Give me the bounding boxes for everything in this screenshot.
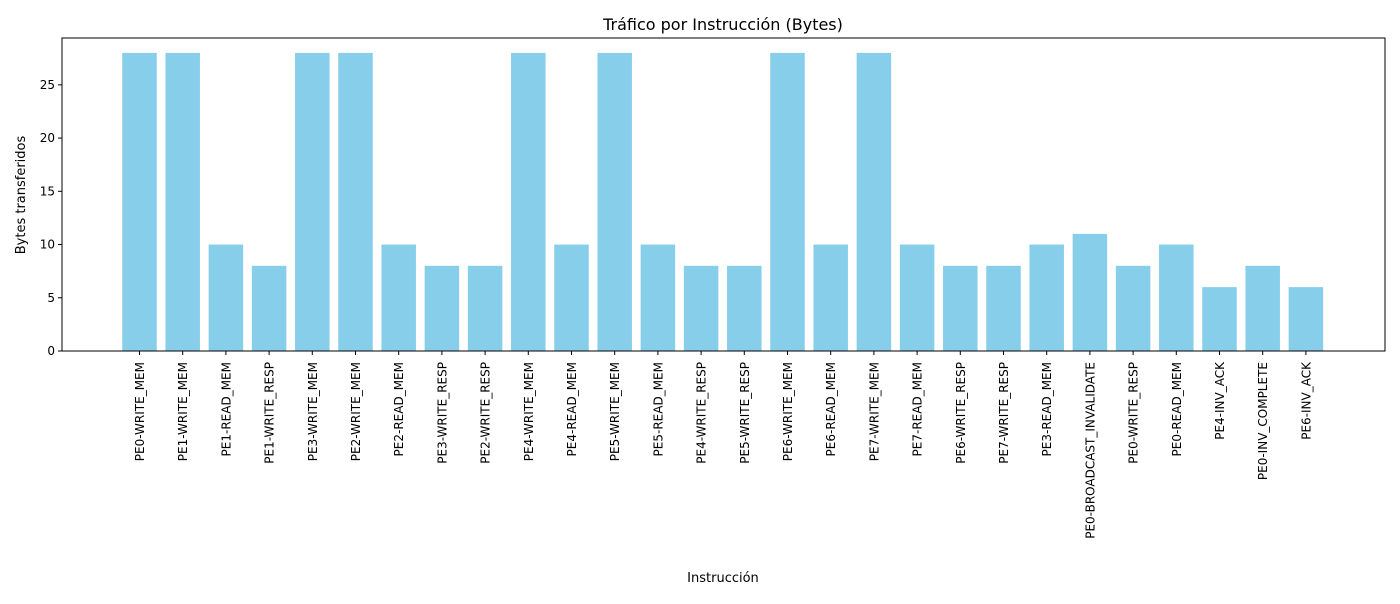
plot-frame bbox=[61, 37, 1386, 352]
x-tick-label: PE1-WRITE_MEM bbox=[176, 362, 190, 461]
x-axis-label: Instrucción bbox=[687, 571, 759, 586]
y-tick-label: 15 bbox=[40, 184, 55, 198]
bar bbox=[251, 265, 287, 351]
y-axis-label: Bytes transferidos bbox=[14, 136, 29, 255]
bar bbox=[813, 244, 848, 351]
bars-layer bbox=[122, 52, 1324, 352]
chart-title: Tráfico por Instrucción (Bytes) bbox=[602, 15, 843, 34]
x-tick-label: PE3-WRITE_MEM bbox=[306, 362, 320, 461]
x-tick-label: PE0-READ_MEM bbox=[1170, 362, 1184, 456]
y-tick-label: 20 bbox=[40, 131, 55, 145]
bar bbox=[1159, 244, 1194, 351]
x-tick-label: PE4-READ_MEM bbox=[565, 362, 579, 456]
x-tick-label: PE5-WRITE_RESP bbox=[738, 362, 752, 464]
x-tick-label: PE6-WRITE_RESP bbox=[954, 362, 968, 464]
x-tick-label: PE0-BROADCAST_INVALIDATE bbox=[1083, 362, 1097, 539]
y-tick-label: 0 bbox=[47, 344, 55, 358]
bar bbox=[1115, 265, 1151, 351]
x-tick-label: PE6-WRITE_MEM bbox=[781, 362, 795, 461]
bar bbox=[943, 265, 978, 351]
bar bbox=[338, 52, 373, 352]
bar bbox=[554, 244, 589, 351]
x-tick-label: PE1-WRITE_RESP bbox=[263, 362, 277, 464]
bar bbox=[640, 244, 676, 351]
bar bbox=[770, 52, 805, 352]
x-tick-label: PE7-READ_MEM bbox=[911, 362, 925, 456]
bar bbox=[467, 265, 503, 351]
bar bbox=[727, 265, 762, 351]
bar bbox=[683, 265, 719, 351]
x-tick-label: PE4-WRITE_MEM bbox=[522, 362, 536, 461]
x-tick-label: PE0-WRITE_RESP bbox=[1127, 362, 1141, 464]
y-tick-label: 25 bbox=[40, 78, 55, 92]
y-tick-label: 10 bbox=[40, 238, 55, 252]
x-tick-label: PE3-READ_MEM bbox=[1040, 362, 1054, 456]
x-tick-label: PE1-READ_MEM bbox=[219, 362, 233, 456]
x-tick-label: PE5-WRITE_MEM bbox=[608, 362, 622, 461]
y-tick-label: 5 bbox=[47, 291, 55, 305]
bar bbox=[511, 52, 546, 352]
x-tick-label: PE4-WRITE_RESP bbox=[695, 362, 709, 464]
bar bbox=[1072, 233, 1108, 351]
bar bbox=[208, 244, 244, 351]
bar bbox=[295, 52, 330, 352]
bar bbox=[1202, 287, 1237, 351]
bar bbox=[381, 244, 416, 351]
bar bbox=[1288, 287, 1324, 351]
bar bbox=[1245, 265, 1280, 351]
x-tick-label: PE2-READ_MEM bbox=[392, 362, 406, 456]
axes-layer: 0 5 10 15 20 25 PE0-WRITE_MEM PE1-WRITE_MEM PE1-… bbox=[40, 37, 1386, 539]
x-tick-label: PE4-INV_ACK bbox=[1213, 361, 1227, 440]
x-tick-label: PE2-WRITE_RESP bbox=[479, 362, 493, 464]
x-tick-label: PE5-READ_MEM bbox=[651, 362, 665, 456]
bar bbox=[986, 265, 1021, 351]
x-tick-label: PE0-INV_COMPLETE bbox=[1256, 362, 1270, 480]
bar bbox=[122, 52, 157, 352]
bar bbox=[856, 52, 892, 352]
bar bbox=[1029, 244, 1064, 351]
bar bbox=[424, 265, 460, 351]
x-tick-label: PE6-READ_MEM bbox=[824, 362, 838, 456]
bar bbox=[597, 52, 632, 352]
x-tick-label: PE7-WRITE_MEM bbox=[867, 362, 881, 461]
bar bbox=[165, 52, 200, 352]
bar bbox=[899, 244, 935, 351]
x-tick-label: PE3-WRITE_RESP bbox=[435, 362, 449, 464]
x-tick-label: PE7-WRITE_RESP bbox=[997, 362, 1011, 464]
x-tick-label: PE2-WRITE_MEM bbox=[349, 362, 363, 461]
x-tick-label: PE6-INV_ACK bbox=[1299, 361, 1313, 440]
x-tick-label: PE0-WRITE_MEM bbox=[133, 362, 147, 461]
